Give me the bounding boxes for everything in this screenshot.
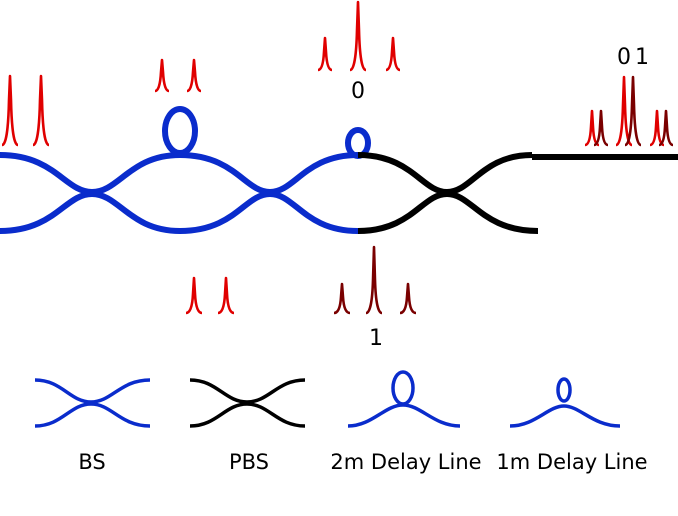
output-label-0: 0 <box>351 79 365 104</box>
pulse <box>649 109 665 147</box>
pbs-output-label-1: 1 <box>635 45 649 70</box>
pulse <box>399 282 417 315</box>
pulse-pair-lower-arm <box>185 276 235 315</box>
delay-line-2m <box>162 106 198 156</box>
legend-delay-1m-symbol <box>509 377 621 428</box>
pulse-train-output-0 <box>317 0 401 72</box>
pulse <box>154 58 170 93</box>
legend: BS PBS 2m Delay Line 1m Delay Line <box>34 370 648 474</box>
pulse <box>365 245 383 315</box>
pulse-train-output-1 <box>333 245 417 315</box>
polarizing-beam-splitter <box>357 152 678 234</box>
legend-bs-label: BS <box>78 450 105 474</box>
pulse-train-pbs-output <box>584 75 674 147</box>
pulse <box>186 58 202 93</box>
beam-splitter-2 <box>179 152 359 234</box>
pulse <box>32 74 50 147</box>
legend-delay-1m-label: 1m Delay Line <box>496 450 647 474</box>
legend-bs-symbol <box>34 378 151 428</box>
input-pulse-pair <box>1 74 50 147</box>
pulse <box>217 276 235 315</box>
pulse <box>624 75 642 147</box>
legend-pbs-symbol <box>189 378 306 428</box>
pulse <box>349 0 367 72</box>
beam-splitter-1 <box>0 152 181 234</box>
legend-pbs-label: PBS <box>229 450 269 474</box>
legend-delay-2m-symbol <box>347 370 461 428</box>
pulse <box>385 36 401 72</box>
pulse <box>185 276 203 315</box>
legend-delay-2m-label: 2m Delay Line <box>330 450 481 474</box>
pulse <box>593 109 609 147</box>
pulse <box>584 109 600 147</box>
pulse <box>333 282 351 315</box>
pbs-output-label-0: 0 <box>617 45 631 70</box>
pulse <box>317 36 333 72</box>
pulse <box>658 109 674 147</box>
output-label-1: 1 <box>369 326 383 351</box>
pulse <box>1 74 19 147</box>
pulse-pair-upper-arm <box>154 58 202 93</box>
